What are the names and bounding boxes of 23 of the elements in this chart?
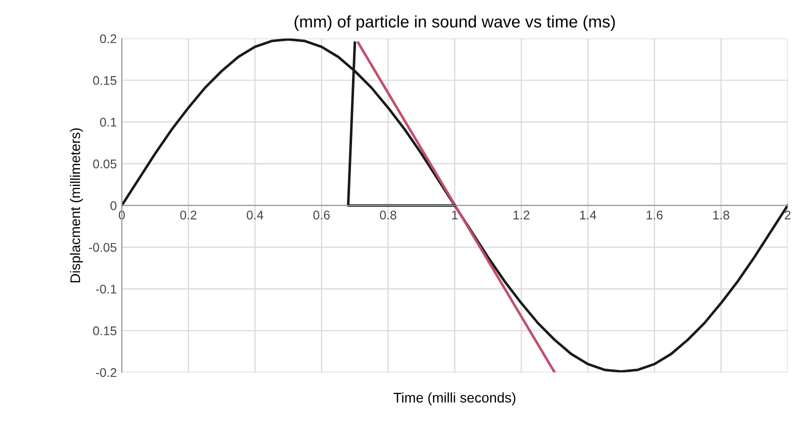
x-tick-label: 1.8 (713, 210, 730, 220)
y-tick-label: 0.2 (100, 34, 116, 44)
y-tick-label: -0.05 (89, 242, 116, 252)
x-tick-label: 0 (118, 210, 125, 220)
x-tick-label: 0.2 (180, 210, 196, 220)
y-tick-label: 0.15 (93, 326, 116, 336)
y-tick-label: 0.1 (100, 118, 116, 127)
x-tick-label: 0.4 (246, 210, 264, 220)
chart-title: (mm) of particle in sound wave vs time (ms) (294, 15, 615, 31)
x-tick-label: 0.8 (380, 210, 396, 220)
x-tick-label: 1.6 (646, 210, 663, 220)
y-tick-label: -0.1 (96, 284, 116, 294)
y-tick-label: 0.15 (93, 76, 116, 85)
x-axis-title: Time (milli seconds) (394, 392, 516, 406)
x-tick-label: 2 (784, 210, 790, 220)
x-tick-label: 1.4 (580, 210, 596, 220)
x-tick-label: 0.6 (313, 210, 330, 220)
x-tick-label: 1 (452, 210, 458, 220)
y-axis-title: Displacment (millimeters) (70, 128, 83, 282)
y-tick-label: 0.05 (93, 160, 116, 168)
x-tick-label: 1.2 (514, 210, 530, 220)
y-tick-label: -0.2 (96, 368, 116, 378)
y-tick-label: 0 (110, 201, 116, 210)
